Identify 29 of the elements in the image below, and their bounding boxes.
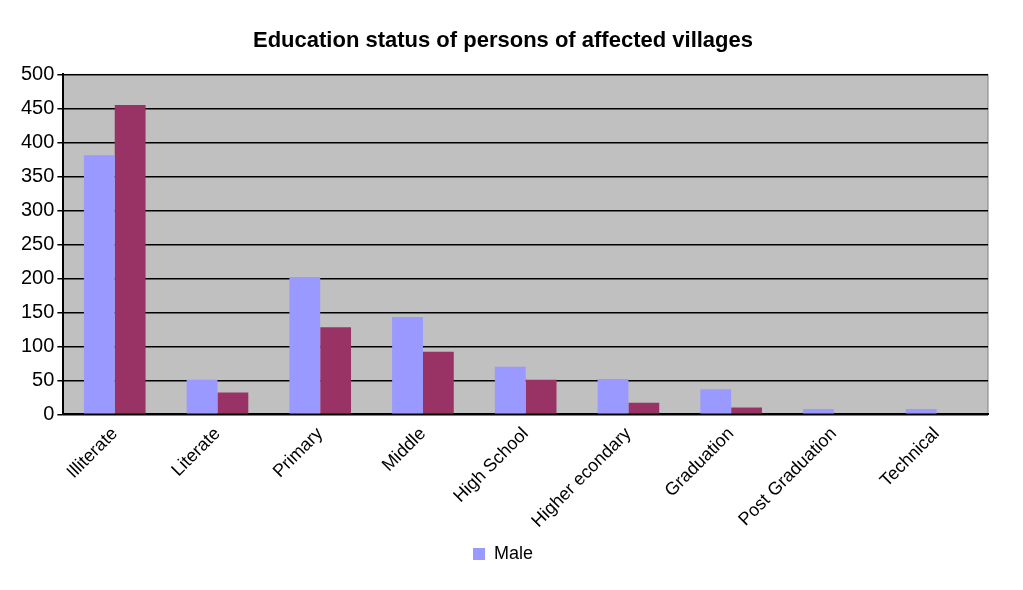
bar (525, 379, 557, 414)
y-tick-label: 300 (20, 197, 55, 220)
bar (803, 408, 834, 414)
y-tick-label: 250 (20, 231, 55, 254)
bar (289, 277, 321, 414)
y-tick-label: 150 (20, 299, 55, 322)
chart-title: Education status of persons of affected villages (253, 27, 753, 53)
bar (83, 155, 115, 414)
bar (114, 104, 146, 414)
bar (320, 327, 352, 414)
bar (731, 407, 762, 414)
bar (597, 378, 629, 414)
y-tick-label: 100 (20, 333, 55, 356)
y-tick-label: 50 (32, 367, 55, 390)
bar (628, 402, 660, 414)
bar (494, 366, 526, 414)
y-tick-label: 350 (20, 163, 55, 186)
legend-label: Male (493, 542, 534, 563)
y-tick-label: 400 (20, 129, 55, 152)
y-tick-label: 0 (43, 401, 55, 424)
y-tick-label: 450 (20, 95, 55, 118)
bar (905, 408, 937, 414)
bar (700, 389, 732, 414)
bar (422, 351, 454, 414)
bar (217, 392, 249, 414)
bar (392, 317, 423, 414)
bar (186, 379, 218, 414)
y-tick-label: 200 (20, 265, 55, 288)
y-tick-label: 500 (20, 61, 55, 84)
